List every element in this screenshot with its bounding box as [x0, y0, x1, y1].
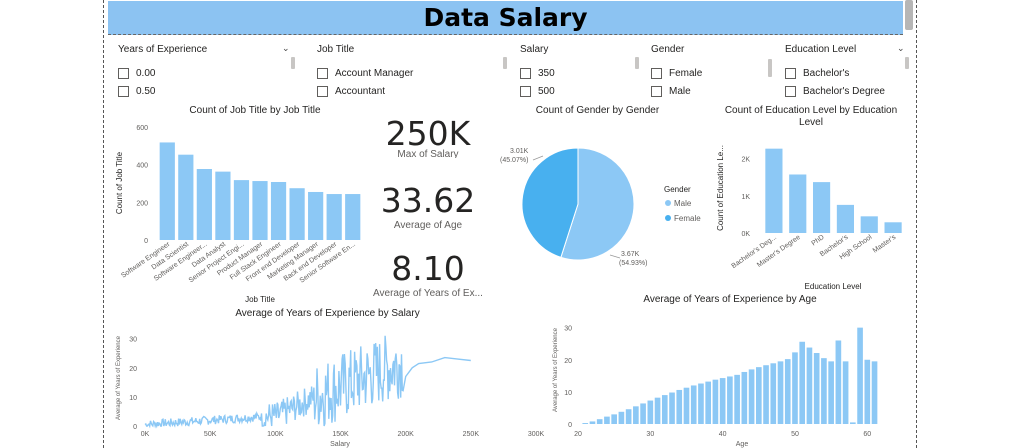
kpi-average-age: 33.62 Average of Age — [368, 181, 488, 231]
option-label: 0.00 — [136, 67, 156, 79]
checkbox[interactable] — [520, 85, 531, 97]
slicer-scrollbar[interactable] — [768, 59, 772, 77]
option-label: Bachelor's Degree — [803, 85, 885, 97]
option-label: Bachelor's — [803, 67, 850, 79]
checkbox[interactable] — [317, 85, 328, 97]
report-title: Data Salary — [423, 3, 588, 32]
slicer-header: Years of Experience — [118, 44, 208, 55]
slicer-option[interactable]: Accountant — [317, 82, 413, 100]
slicer-gender[interactable]: Gender Female Male — [651, 44, 702, 100]
salary-chart-title: Average of Years of Experience by Salary — [235, 308, 420, 319]
kpi-max-salary: 250K Max of Salary — [368, 114, 488, 158]
education-chart-title: Count of Education Level by Education Le… — [724, 105, 898, 128]
slicer-header: Gender — [651, 44, 685, 55]
checkbox[interactable] — [317, 67, 328, 79]
kpi-label: Max of Salary — [397, 149, 459, 158]
checkbox[interactable] — [118, 67, 129, 79]
checkbox[interactable] — [651, 67, 662, 79]
checkbox[interactable] — [520, 67, 531, 79]
slicer-scrollbar[interactable] — [905, 57, 909, 69]
kpi-value: 250K — [385, 114, 471, 153]
slicer-option[interactable]: 0.00 — [118, 64, 207, 82]
option-label: Accountant — [335, 85, 386, 97]
slicer-header: Salary — [520, 44, 549, 55]
slicer-scrollbar[interactable] — [635, 57, 639, 69]
slicer-education-level[interactable]: Education Level Bachelor's Bachelor's De… — [785, 44, 885, 100]
slicer-option[interactable]: Bachelor's Degree — [785, 82, 885, 100]
slicer-salary[interactable]: Salary 350 500 — [520, 44, 555, 100]
option-label: Female — [669, 67, 703, 79]
title-bar: Data Salary — [108, 1, 903, 35]
option-label: Male — [669, 85, 691, 97]
slicer-option[interactable]: 350 — [520, 64, 555, 82]
slicer-option[interactable]: Account Manager — [317, 64, 413, 82]
checkbox[interactable] — [785, 67, 796, 79]
slicer-option[interactable]: Male — [651, 82, 702, 100]
slicer-scrollbar[interactable] — [291, 57, 295, 69]
gender-chart-title: Count of Gender by Gender — [535, 105, 660, 116]
kpi-value: 33.62 — [380, 181, 476, 220]
option-label: 350 — [538, 67, 555, 79]
option-label: Account Manager — [335, 67, 414, 79]
checkbox[interactable] — [118, 85, 129, 97]
kpi-label: Average of Years of Ex... — [373, 288, 483, 299]
slicer-header: Job Title — [317, 44, 355, 55]
slicer-years-of-experience[interactable]: Years of Experience 0.00 0.50 — [118, 44, 207, 100]
slicer-job-title[interactable]: Job Title Account Manager Accountant — [317, 44, 413, 100]
option-label: 0.50 — [136, 85, 156, 97]
age-chart-title: Average of Years of Experience by Age — [643, 294, 817, 305]
kpi-average-years-experience: 8.10 Average of Years of Ex... — [368, 249, 488, 299]
chevron-down-icon[interactable]: ⌄ — [897, 43, 905, 53]
chevron-down-icon[interactable]: ⌄ — [282, 43, 290, 53]
kpi-label: Average of Age — [393, 220, 463, 231]
checkbox[interactable] — [651, 85, 662, 97]
checkbox[interactable] — [785, 85, 796, 97]
slicer-scrollbar[interactable] — [503, 57, 507, 69]
slicer-option[interactable]: 500 — [520, 82, 555, 100]
slicer-header: Education Level — [785, 44, 857, 55]
kpi-value: 8.10 — [391, 249, 465, 288]
slicer-option[interactable]: Bachelor's — [785, 64, 885, 82]
option-label: 500 — [538, 85, 555, 97]
page-scrollbar[interactable] — [905, 0, 913, 30]
slicer-option[interactable]: Female — [651, 64, 702, 82]
slicer-option[interactable]: 0.50 — [118, 82, 207, 100]
job-title-chart-title: Count of Job Title by Job Title — [189, 105, 321, 116]
